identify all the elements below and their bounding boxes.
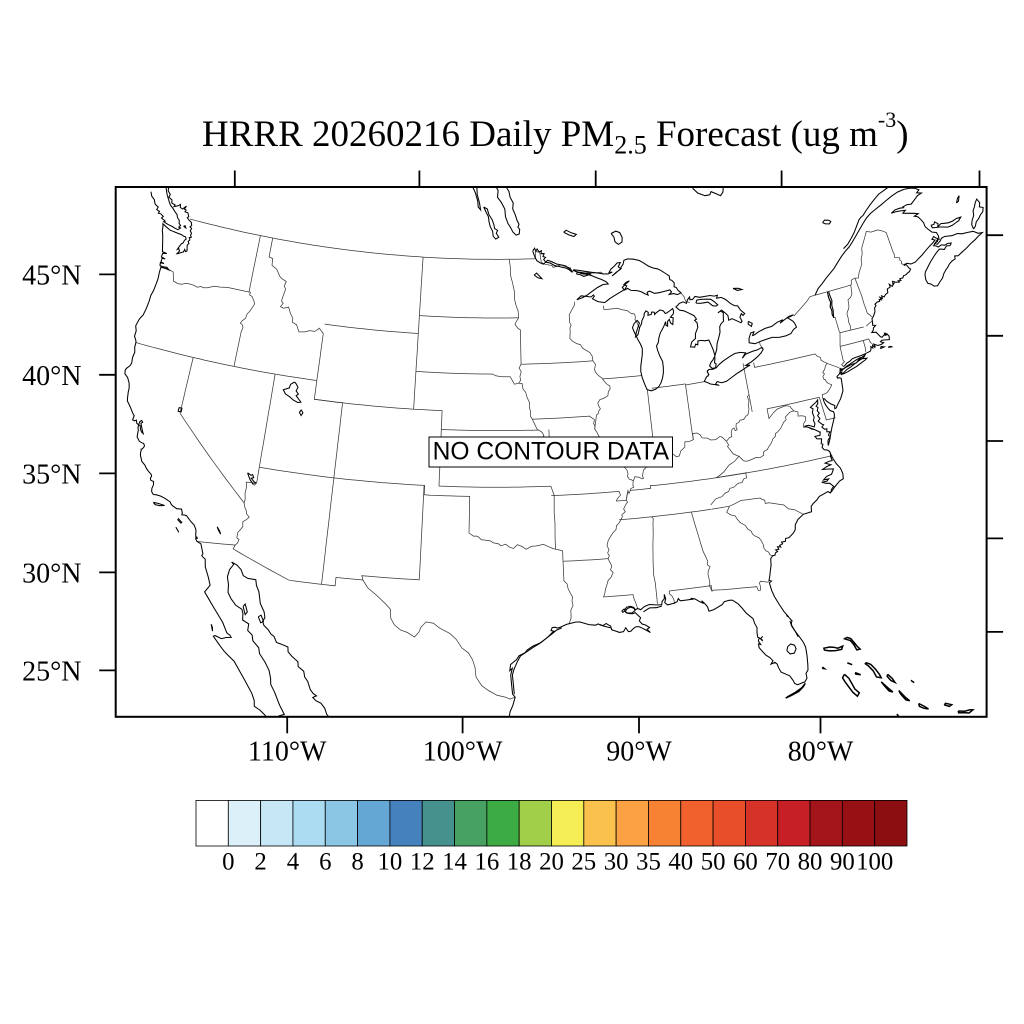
svg-text:30°N: 30°N bbox=[22, 558, 81, 589]
svg-text:12: 12 bbox=[410, 849, 435, 876]
svg-text:25°N: 25°N bbox=[22, 656, 81, 687]
svg-text:4: 4 bbox=[287, 849, 300, 876]
svg-text:40: 40 bbox=[668, 849, 693, 876]
svg-text:8: 8 bbox=[351, 849, 363, 876]
svg-text:50: 50 bbox=[701, 849, 726, 876]
svg-text:80°W: 80°W bbox=[788, 737, 854, 768]
svg-text:70: 70 bbox=[765, 849, 790, 876]
svg-text:2: 2 bbox=[254, 849, 266, 876]
svg-text:14: 14 bbox=[442, 849, 467, 876]
svg-text:35°N: 35°N bbox=[22, 459, 81, 490]
svg-text:35: 35 bbox=[636, 849, 661, 876]
svg-text:25: 25 bbox=[571, 849, 596, 876]
svg-text:90°W: 90°W bbox=[606, 737, 672, 768]
svg-text:100°W: 100°W bbox=[423, 737, 503, 768]
svg-text:NO CONTOUR DATA: NO CONTOUR DATA bbox=[433, 439, 670, 466]
svg-text:60: 60 bbox=[733, 849, 758, 876]
svg-text:30: 30 bbox=[604, 849, 629, 876]
svg-text:80: 80 bbox=[798, 849, 823, 876]
svg-text:18: 18 bbox=[507, 849, 532, 876]
svg-text:90: 90 bbox=[830, 849, 855, 876]
svg-text:45°N: 45°N bbox=[22, 260, 81, 291]
svg-text:20: 20 bbox=[539, 849, 564, 876]
svg-text:100: 100 bbox=[856, 849, 893, 876]
svg-text:10: 10 bbox=[378, 849, 403, 876]
svg-text:6: 6 bbox=[319, 849, 331, 876]
svg-text:40°N: 40°N bbox=[22, 361, 81, 392]
svg-text:16: 16 bbox=[474, 849, 499, 876]
svg-text:110°W: 110°W bbox=[248, 737, 327, 768]
svg-text:0: 0 bbox=[222, 849, 234, 876]
